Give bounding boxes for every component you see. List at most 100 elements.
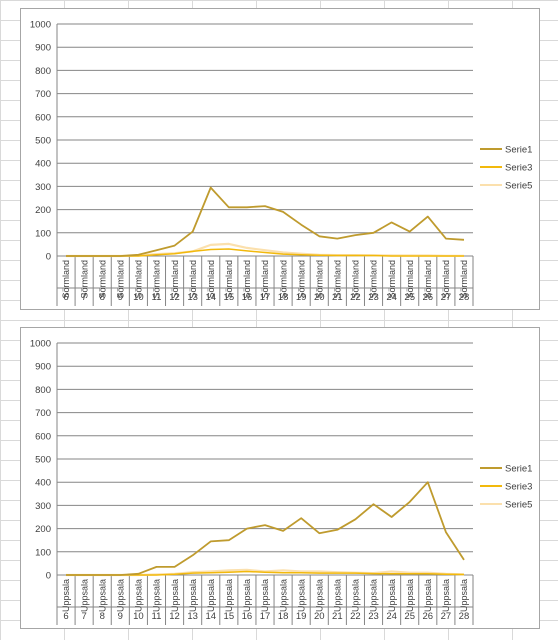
x-tick-label: 25 bbox=[404, 611, 415, 622]
series-line-serie1 bbox=[66, 186, 465, 257]
region-label: Uppsala bbox=[170, 579, 180, 612]
x-tick-label: 20 bbox=[314, 292, 325, 303]
x-tick-label: 21 bbox=[332, 292, 343, 303]
x-tick-label: 12 bbox=[169, 292, 180, 303]
region-label: Sörmland bbox=[423, 260, 433, 299]
x-tick-label: 16 bbox=[242, 292, 253, 303]
x-tick-label: 28 bbox=[459, 611, 470, 622]
y-tick-label: 400 bbox=[35, 478, 51, 489]
region-label: Uppsala bbox=[97, 579, 107, 612]
x-tick-label: 14 bbox=[205, 292, 216, 303]
region-label: Uppsala bbox=[260, 579, 270, 612]
region-label: Sörmland bbox=[97, 260, 107, 299]
y-tick-label: 100 bbox=[35, 547, 51, 558]
y-tick-label: 600 bbox=[35, 112, 51, 123]
region-label: Uppsala bbox=[188, 579, 198, 612]
series-line-serie5 bbox=[66, 242, 464, 258]
legend-label-serie1: Serie1 bbox=[505, 464, 532, 475]
x-tick-label: 6 bbox=[63, 611, 68, 622]
y-tick-label: 400 bbox=[35, 159, 51, 170]
region-label: Sörmland bbox=[441, 260, 451, 299]
region-label: Uppsala bbox=[314, 579, 324, 612]
region-label: Uppsala bbox=[333, 579, 343, 612]
chart-uppsala[interactable]: 0 100 200 300 400 500 600 700 800 900 1000 Uppsala 6… bbox=[20, 327, 540, 629]
x-tick-label: 6 bbox=[63, 292, 68, 303]
x-tick-label: 26 bbox=[422, 611, 433, 622]
x-tick-label: 11 bbox=[152, 292, 162, 303]
region-label: Sörmland bbox=[333, 260, 343, 299]
region-label: Sörmland bbox=[260, 260, 270, 299]
region-label: Uppsala bbox=[405, 579, 415, 612]
x-tick-label: 12 bbox=[169, 611, 180, 622]
legend-label-serie5: Serie5 bbox=[505, 181, 532, 192]
y-tick-label: 300 bbox=[35, 501, 51, 512]
y-tick-label: 500 bbox=[35, 136, 51, 147]
region-label: Uppsala bbox=[278, 579, 288, 612]
x-tick-label: 17 bbox=[260, 611, 271, 622]
y-tick-label: 900 bbox=[35, 362, 51, 373]
x-tick-label: 15 bbox=[224, 292, 235, 303]
x-tick-label: 13 bbox=[187, 292, 198, 303]
x-tick-label: 14 bbox=[205, 611, 216, 622]
x-tick-label: 8 bbox=[100, 292, 105, 303]
x-tick-label: 27 bbox=[441, 292, 452, 303]
legend-label-serie1: Serie1 bbox=[505, 145, 532, 156]
region-label: Uppsala bbox=[134, 579, 144, 612]
chart-sormland[interactable]: 0 100 200 300 400 500 600 700 800 900 1000 Sörmland… bbox=[20, 8, 540, 310]
region-label: Sörmland bbox=[61, 260, 71, 299]
region-label: Sörmland bbox=[116, 260, 126, 299]
x-tick-label: 21 bbox=[332, 611, 343, 622]
x-tick-label: 24 bbox=[386, 292, 397, 303]
y-tick-label: 200 bbox=[35, 524, 51, 535]
region-label: Sörmland bbox=[278, 260, 288, 299]
region-label: Uppsala bbox=[296, 579, 306, 612]
y-tick-label: 700 bbox=[35, 408, 51, 419]
region-label: Sörmland bbox=[170, 260, 180, 299]
x-tick-label: 25 bbox=[404, 292, 415, 303]
x-tick-label: 20 bbox=[314, 611, 325, 622]
x-tick-label: 9 bbox=[118, 292, 123, 303]
region-label: Sörmland bbox=[459, 260, 469, 299]
y-tick-label: 600 bbox=[35, 431, 51, 442]
y-tick-label: 200 bbox=[35, 205, 51, 216]
x-tick-label: 11 bbox=[152, 611, 162, 622]
region-label: Sörmland bbox=[405, 260, 415, 299]
region-label: Sörmland bbox=[152, 260, 162, 299]
region-label: Uppsala bbox=[79, 579, 89, 612]
region-label: Sörmland bbox=[188, 260, 198, 299]
x-tick-label: 23 bbox=[368, 611, 379, 622]
region-label: Sörmland bbox=[79, 260, 89, 299]
region-label: Uppsala bbox=[206, 579, 216, 612]
x-tick-label: 16 bbox=[242, 611, 253, 622]
region-label: Uppsala bbox=[61, 579, 71, 612]
x-tick-label: 23 bbox=[368, 292, 379, 303]
y-tick-label: 0 bbox=[46, 252, 51, 263]
region-label: Uppsala bbox=[242, 579, 252, 612]
region-label: Sörmland bbox=[134, 260, 144, 299]
y-tick-label: 800 bbox=[35, 66, 51, 77]
x-tick-label: 27 bbox=[441, 611, 452, 622]
x-tick-label: 15 bbox=[224, 611, 235, 622]
x-tick-label: 8 bbox=[100, 611, 105, 622]
x-tick-label: 7 bbox=[81, 292, 86, 303]
y-tick-label: 500 bbox=[35, 455, 51, 466]
region-label: Uppsala bbox=[116, 579, 126, 612]
region-label: Sörmland bbox=[314, 260, 324, 299]
x-tick-label: 26 bbox=[422, 292, 433, 303]
y-tick-label: 0 bbox=[46, 571, 51, 582]
region-label: Sörmland bbox=[296, 260, 306, 299]
region-label: Sörmland bbox=[369, 260, 379, 299]
y-tick-label: 900 bbox=[35, 43, 51, 54]
x-tick-label: 10 bbox=[133, 292, 144, 303]
x-tick-label: 28 bbox=[459, 292, 470, 303]
region-label: Uppsala bbox=[369, 579, 379, 612]
x-tick-label: 17 bbox=[260, 292, 271, 303]
region-label: Sörmland bbox=[387, 260, 397, 299]
region-label: Uppsala bbox=[459, 579, 469, 612]
y-tick-label: 1000 bbox=[30, 20, 51, 31]
x-tick-label: 13 bbox=[187, 611, 198, 622]
legend-label-serie3: Serie3 bbox=[505, 482, 532, 493]
x-tick-label: 24 bbox=[386, 611, 397, 622]
y-tick-label: 700 bbox=[35, 89, 51, 100]
region-label: Uppsala bbox=[423, 579, 433, 612]
